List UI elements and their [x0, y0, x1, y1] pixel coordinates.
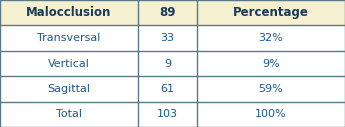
- Text: 100%: 100%: [255, 109, 287, 119]
- Text: Percentage: Percentage: [233, 6, 309, 19]
- Text: 9%: 9%: [262, 59, 280, 68]
- Text: 89: 89: [159, 6, 176, 19]
- Text: 32%: 32%: [258, 33, 283, 43]
- Bar: [0, 25, 345, 51]
- Text: Vertical: Vertical: [48, 59, 90, 68]
- Text: 61: 61: [160, 84, 174, 94]
- Text: 9: 9: [164, 59, 171, 68]
- Bar: [0, 76, 345, 102]
- Bar: [0, 0, 345, 25]
- Bar: [0, 51, 345, 76]
- Bar: [0, 102, 345, 127]
- Text: Total: Total: [56, 109, 82, 119]
- Text: 59%: 59%: [258, 84, 283, 94]
- Text: Transversal: Transversal: [37, 33, 101, 43]
- Text: 103: 103: [157, 109, 178, 119]
- Text: Malocclusion: Malocclusion: [26, 6, 112, 19]
- Text: 33: 33: [160, 33, 174, 43]
- Text: Sagittal: Sagittal: [48, 84, 90, 94]
